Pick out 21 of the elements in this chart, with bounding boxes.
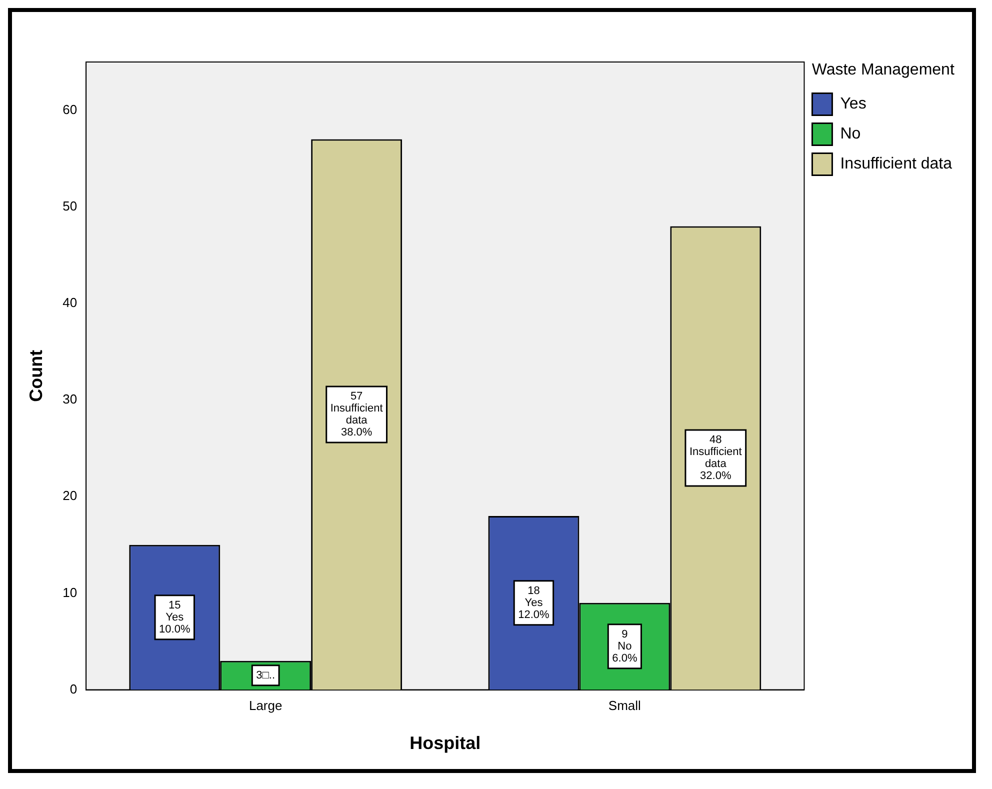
data-label: 9 No 6.0%	[612, 628, 638, 664]
y-tick-label: 50	[62, 198, 78, 214]
y-tick-label: 10	[62, 584, 78, 600]
legend-label: Yes	[840, 96, 866, 113]
legend-label: No	[840, 126, 861, 143]
legend-label: Insufficient data	[840, 156, 952, 173]
y-tick-label: 30	[62, 392, 78, 407]
y-axis-title: Count	[26, 350, 46, 402]
x-axis-title: Hospital	[410, 733, 481, 754]
data-label: 18 Yes 12.0%	[518, 584, 550, 621]
data-label: 3□..	[256, 669, 276, 682]
y-tick-label: 20	[62, 488, 78, 504]
data-label: 48 Insufficient data 32.0%	[689, 434, 742, 482]
y-tick-label: 40	[62, 295, 78, 310]
x-tick-label: Small	[608, 698, 642, 714]
y-tick-label: 0	[70, 681, 78, 696]
x-tick-label: Large	[248, 698, 282, 714]
y-tick-label: 60	[62, 102, 78, 117]
legend-title: Waste Management	[812, 61, 955, 78]
data-label: 57 Insufficient data 38.0%	[330, 390, 383, 439]
data-label: 15 Yes 10.0%	[159, 599, 190, 636]
